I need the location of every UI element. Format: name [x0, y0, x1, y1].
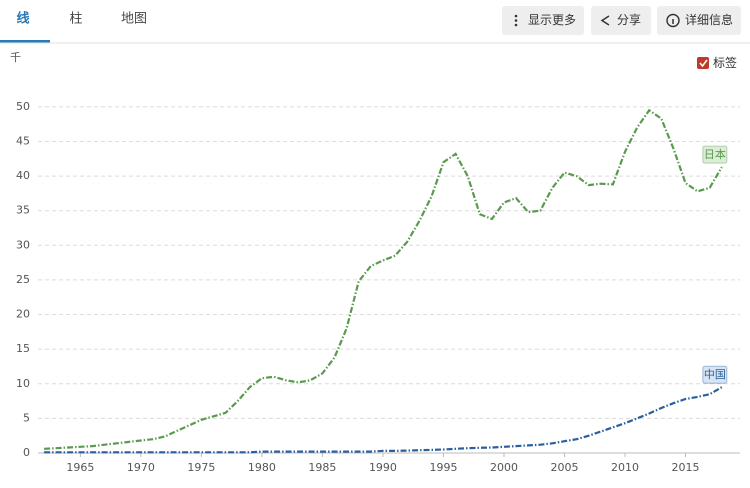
x-tick-label: 1980	[248, 461, 276, 474]
icon	[699, 59, 708, 68]
y-tick-label: 15	[16, 342, 30, 355]
button-label: 详细信息	[685, 12, 733, 27]
x-tick-label: 1970	[127, 461, 155, 474]
icon	[600, 15, 610, 26]
button[interactable]	[591, 6, 651, 35]
series-line	[44, 386, 723, 454]
x-tick-label: 2010	[611, 461, 639, 474]
button[interactable]	[657, 6, 741, 35]
y-tick-label: 10	[16, 377, 30, 390]
icon	[514, 19, 518, 22]
button-label: 分享	[617, 12, 641, 27]
x-tick-label: 2005	[551, 461, 579, 474]
tab[interactable]: 线	[16, 11, 29, 27]
y-unit: 千	[10, 51, 21, 64]
x-tick-label: 1965	[66, 461, 94, 474]
series-label-box	[702, 365, 728, 384]
icon	[666, 13, 680, 28]
icon	[514, 14, 518, 18]
y-tick-label: 50	[16, 100, 30, 113]
icon	[514, 23, 518, 27]
legend-toggle[interactable]: 标签	[713, 55, 737, 70]
series-label-box	[702, 145, 728, 164]
series-line	[44, 108, 723, 450]
y-tick-label: 40	[16, 169, 30, 182]
x-tick-label: 2000	[490, 461, 518, 474]
x-tick-label: 1990	[369, 461, 397, 474]
y-tick-label: 0	[23, 446, 30, 459]
y-tick-label: 5	[23, 411, 30, 424]
x-tick-label: 1975	[187, 461, 215, 474]
series-label: 中国	[704, 368, 726, 381]
y-tick-label: 25	[16, 273, 30, 286]
y-tick-label: 35	[16, 204, 30, 217]
y-tick-label: 30	[16, 238, 30, 251]
tab[interactable]: 柱	[69, 12, 82, 27]
y-tick-label: 20	[16, 308, 30, 321]
tab[interactable]: 地图	[121, 12, 147, 27]
checkbox[interactable]	[697, 57, 709, 69]
tab-underline	[0, 40, 50, 43]
x-tick-label: 1995	[429, 461, 457, 474]
series-label: 日本	[704, 147, 726, 161]
button-label: 显示更多	[528, 13, 576, 27]
x-tick-label: 1985	[308, 461, 336, 474]
y-tick-label: 45	[16, 134, 30, 147]
x-tick-label: 2015	[672, 461, 700, 474]
button[interactable]	[502, 6, 584, 35]
